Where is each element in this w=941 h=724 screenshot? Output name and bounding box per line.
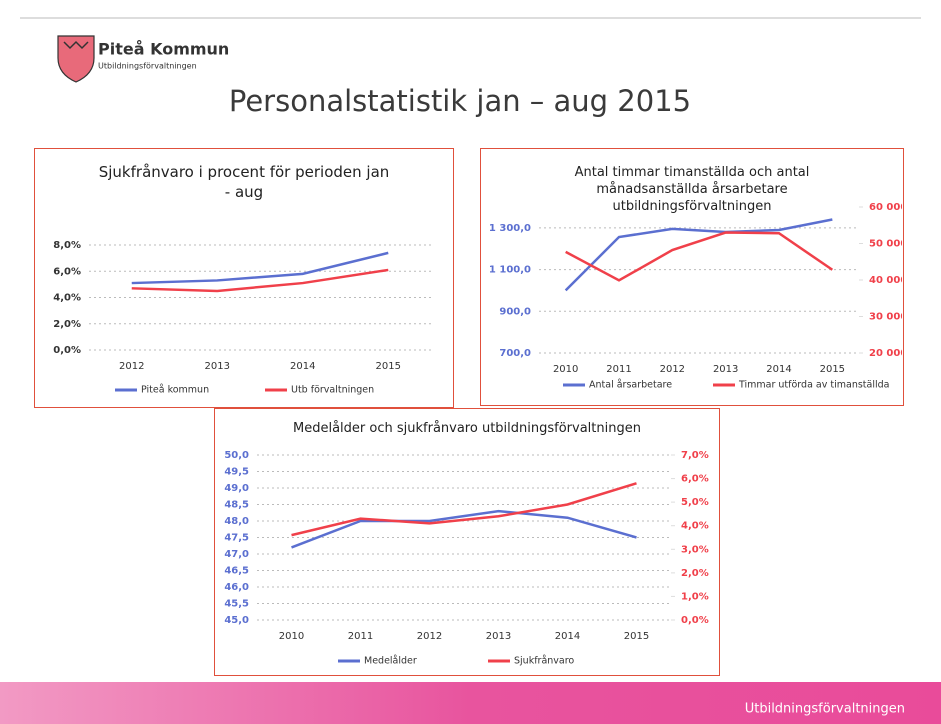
y-tick-label: 8,0% [53, 240, 81, 251]
y-tick-label: 46,5 [224, 566, 249, 577]
y2-tick-label: 2,0% [681, 568, 709, 579]
x-tick-label: 2013 [713, 364, 738, 375]
y-tick-label: 6,0% [53, 266, 81, 277]
footer-band [0, 682, 941, 724]
legend-label: Antal årsarbetare [589, 380, 672, 391]
y-tick-label: 1 300,0 [489, 223, 531, 234]
y-tick-label: 45,0 [224, 615, 249, 626]
x-tick-label: 2015 [624, 631, 649, 642]
legend-label: Piteå kommun [141, 385, 209, 396]
series-line [291, 482, 637, 537]
y-tick-label: 0,0% [53, 345, 81, 356]
y-tick-label: 47,0 [224, 549, 249, 560]
y2-tick-label: 7,0% [681, 450, 709, 461]
y-tick-label: 45,5 [224, 599, 249, 610]
y-tick-label: 48,0 [224, 516, 249, 527]
chart: 45,0 45,5 46,0 46,5 47,0 47,5 48,0 48,5 49,0 49,5… [224, 450, 709, 667]
x-tick-label: 2013 [205, 361, 230, 372]
y-tick-label: 900,0 [499, 306, 531, 317]
y-tick-label: 4,0% [53, 293, 81, 304]
logo [57, 35, 95, 83]
legend-label: Utb förvaltningen [291, 385, 374, 396]
x-tick-label: 2011 [348, 631, 373, 642]
y-tick-label: 50,0 [224, 450, 249, 461]
org-name: Piteå Kommun [98, 40, 229, 59]
series-line [565, 231, 834, 282]
x-tick-label: 2012 [119, 361, 144, 372]
y-tick-label: 49,5 [224, 467, 249, 478]
y2-tick-label: 60 000 [869, 202, 902, 213]
dept-name: Utbildningsförvaltningen [98, 62, 197, 71]
chart-panel: 45,0 45,5 46,0 46,5 47,0 47,5 48,0 48,5 49,0 49,5… [214, 408, 720, 676]
logo-antlers [63, 40, 89, 50]
x-tick-label: 2010 [553, 364, 578, 375]
x-tick-label: 2011 [606, 364, 631, 375]
legend-label: Sjukfrånvaro [514, 656, 574, 667]
y2-tick-label: 50 000 [869, 239, 902, 250]
y2-tick-label: 0,0% [681, 615, 709, 626]
legend-label: Timmar utförda av timanställda [738, 380, 889, 391]
x-tick-label: 2014 [290, 361, 315, 372]
x-tick-label: 2015 [376, 361, 401, 372]
y2-tick-label: 6,0% [681, 474, 709, 485]
x-tick-label: 2010 [279, 631, 304, 642]
y2-tick-label: 20 000 [869, 348, 902, 359]
y2-tick-label: 40 000 [869, 275, 902, 286]
y2-tick-label: 4,0% [681, 521, 709, 532]
series-line [564, 218, 833, 292]
y-tick-label: 700,0 [499, 348, 531, 359]
y2-tick-label: 30 000 [869, 312, 902, 323]
x-tick-label: 2014 [555, 631, 580, 642]
y-tick-label: 47,5 [224, 533, 249, 544]
series-line [291, 509, 637, 549]
y-tick-label: 2,0% [53, 319, 81, 330]
chart: 0,0% 2,0% 4,0% 6,0% 8,0% 2012 2013 2014 2015 Pite… [53, 240, 431, 396]
footer-text: Utbildningsförvaltningen [745, 702, 905, 717]
chart-panel: 700,0 900,0 1 100,0 1 300,0 20 000 30 000 40 0… [480, 148, 904, 406]
x-tick-label: 2014 [766, 364, 791, 375]
x-tick-label: 2012 [660, 364, 685, 375]
chart-title: Sjukfrånvaro i procent för perioden jan … [98, 163, 390, 201]
series-line [131, 268, 389, 293]
chart-title: Antal timmar timanställda och antal måna… [574, 165, 810, 214]
x-tick-label: 2015 [820, 364, 845, 375]
y-tick-label: 48,5 [224, 500, 249, 511]
chart-panel: 0,0% 2,0% 4,0% 6,0% 8,0% 2012 2013 2014 2015 Pite… [34, 148, 454, 408]
y2-tick-label: 5,0% [681, 497, 709, 508]
y2-tick-label: 1,0% [681, 591, 709, 602]
series-line [131, 251, 389, 285]
legend-label: Medelålder [364, 656, 417, 667]
x-tick-label: 2013 [486, 631, 511, 642]
y-tick-label: 46,0 [224, 582, 249, 593]
y2-tick-label: 3,0% [681, 544, 709, 555]
y-tick-label: 1 100,0 [489, 265, 531, 276]
y-tick-label: 49,0 [224, 483, 249, 494]
slide-title: Personalstatistik jan – aug 2015 [229, 84, 691, 118]
chart-title: Medelålder och sjukfrånvaro utbildningsf… [293, 421, 641, 436]
chart: 700,0 900,0 1 100,0 1 300,0 20 000 30 000 40 0… [489, 202, 902, 391]
x-tick-label: 2012 [417, 631, 442, 642]
